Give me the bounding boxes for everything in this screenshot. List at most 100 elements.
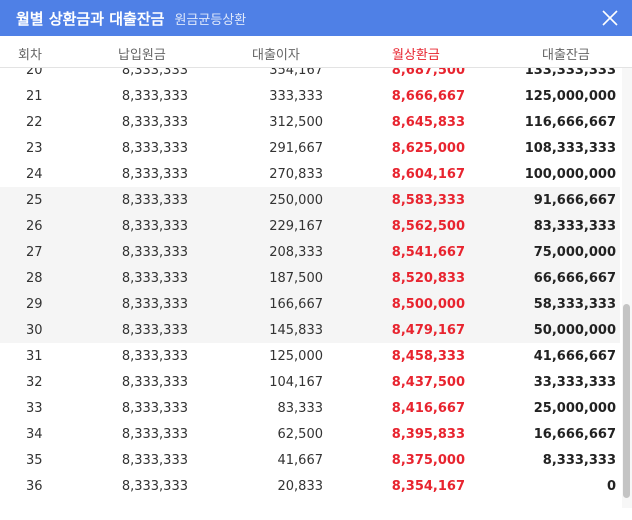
cell-principal: 8,333,333 (121, 401, 188, 416)
cell-monthly-payment: 8,458,333 (391, 349, 465, 364)
table-row: 34 8,333,333 62,500 8,395,833 16,666,667 (0, 421, 620, 447)
cell-monthly-payment: 8,583,333 (391, 193, 465, 208)
cell-balance: 91,666,667 (533, 193, 616, 208)
cell-interest: 125,000 (269, 349, 323, 364)
table-row: 31 8,333,333 125,000 8,458,333 41,666,667 (0, 343, 620, 369)
cell-principal: 8,333,333 (121, 68, 188, 78)
cell-monthly-payment: 8,354,167 (391, 479, 465, 494)
cell-round: 29 (26, 297, 43, 312)
cell-interest: 41,667 (277, 453, 324, 468)
table-row: 21 8,333,333 333,333 8,666,667 125,000,000 (0, 83, 620, 109)
table-row: 30 8,333,333 145,833 8,479,167 50,000,000 (0, 317, 620, 343)
cell-interest: 62,500 (277, 427, 324, 442)
cell-balance: 133,333,333 (524, 68, 616, 78)
cell-principal: 8,333,333 (121, 271, 188, 286)
cell-interest: 187,500 (269, 271, 323, 286)
table-header: 회차 납입원금 대출이자 월상환금 대출잔금 (0, 36, 632, 68)
cell-balance: 83,333,333 (533, 219, 616, 234)
cell-principal: 8,333,333 (121, 349, 188, 364)
cell-monthly-payment: 8,416,667 (391, 401, 465, 416)
cell-interest: 291,667 (269, 141, 323, 156)
cell-round: 25 (26, 193, 43, 208)
cell-balance: 41,666,667 (533, 349, 616, 364)
table-row: 25 8,333,333 250,000 8,583,333 91,666,667 (0, 187, 620, 213)
cell-principal: 8,333,333 (121, 167, 188, 182)
vertical-scrollbar[interactable] (622, 68, 632, 508)
cell-balance: 125,000,000 (524, 89, 616, 104)
cell-balance: 50,000,000 (533, 323, 616, 338)
cell-interest: 250,000 (269, 193, 323, 208)
cell-balance: 66,666,667 (533, 271, 616, 286)
cell-round: 34 (26, 427, 43, 442)
table-row: 20 8,333,333 354,167 8,687,500 133,333,333 (0, 68, 620, 83)
cell-balance: 75,000,000 (533, 245, 616, 260)
cell-monthly-payment: 8,541,667 (391, 245, 465, 260)
schedule-table-body[interactable]: 20 8,333,333 354,167 8,687,500 133,333,333 21… (0, 68, 632, 508)
cell-balance: 25,000,000 (533, 401, 616, 416)
cell-principal: 8,333,333 (121, 427, 188, 442)
table-row: 23 8,333,333 291,667 8,625,000 108,333,333 (0, 135, 620, 161)
cell-monthly-payment: 8,666,667 (391, 89, 465, 104)
dialog-titlebar: 월별 상환금과 대출잔금 원금균등상환 (0, 0, 632, 36)
cell-monthly-payment: 8,437,500 (391, 375, 465, 390)
cell-balance: 108,333,333 (524, 141, 616, 156)
cell-balance: 116,666,667 (524, 115, 616, 130)
table-row: 32 8,333,333 104,167 8,437,500 33,333,333 (0, 369, 620, 395)
cell-monthly-payment: 8,500,000 (391, 297, 465, 312)
cell-interest: 166,667 (269, 297, 323, 312)
cell-monthly-payment: 8,687,500 (391, 68, 465, 78)
cell-round: 22 (26, 115, 43, 130)
cell-principal: 8,333,333 (121, 297, 188, 312)
cell-round: 31 (26, 349, 43, 364)
cell-monthly-payment: 8,645,833 (391, 115, 465, 130)
cell-round: 28 (26, 271, 43, 286)
close-icon (602, 10, 618, 26)
cell-monthly-payment: 8,625,000 (391, 141, 465, 156)
dialog-title: 월별 상환금과 대출잔금 (16, 9, 165, 28)
cell-principal: 8,333,333 (121, 323, 188, 338)
cell-principal: 8,333,333 (121, 479, 188, 494)
cell-monthly-payment: 8,562,500 (391, 219, 465, 234)
cell-balance: 16,666,667 (533, 427, 616, 442)
cell-interest: 354,167 (269, 68, 323, 78)
cell-principal: 8,333,333 (121, 453, 188, 468)
cell-principal: 8,333,333 (121, 245, 188, 260)
cell-balance: 58,333,333 (533, 297, 616, 312)
dialog-subtitle: 원금균등상환 (174, 12, 247, 28)
cell-round: 36 (26, 479, 43, 494)
cell-round: 23 (26, 141, 43, 156)
cell-monthly-payment: 8,395,833 (391, 427, 465, 442)
cell-principal: 8,333,333 (121, 141, 188, 156)
cell-interest: 333,333 (269, 89, 323, 104)
cell-principal: 8,333,333 (121, 115, 188, 130)
column-header-interest: 대출이자 (252, 48, 300, 63)
cell-balance: 0 (606, 479, 616, 494)
cell-round: 27 (26, 245, 43, 260)
cell-round: 20 (26, 68, 43, 78)
cell-principal: 8,333,333 (121, 219, 188, 234)
table-row: 22 8,333,333 312,500 8,645,833 116,666,667 (0, 109, 620, 135)
cell-round: 21 (26, 89, 43, 104)
cell-interest: 104,167 (269, 375, 323, 390)
cell-principal: 8,333,333 (121, 193, 188, 208)
scrollbar-thumb[interactable] (623, 304, 630, 498)
cell-balance: 8,333,333 (542, 453, 616, 468)
cell-monthly-payment: 8,520,833 (391, 271, 465, 286)
cell-round: 32 (26, 375, 43, 390)
cell-monthly-payment: 8,375,000 (391, 453, 465, 468)
table-row: 27 8,333,333 208,333 8,541,667 75,000,000 (0, 239, 620, 265)
cell-principal: 8,333,333 (121, 89, 188, 104)
cell-round: 35 (26, 453, 43, 468)
cell-round: 24 (26, 167, 43, 182)
cell-interest: 270,833 (269, 167, 323, 182)
cell-round: 33 (26, 401, 43, 416)
cell-interest: 83,333 (277, 401, 324, 416)
cell-interest: 20,833 (277, 479, 324, 494)
cell-monthly-payment: 8,479,167 (391, 323, 465, 338)
table-row: 24 8,333,333 270,833 8,604,167 100,000,000 (0, 161, 620, 187)
cell-round: 30 (26, 323, 43, 338)
cell-interest: 229,167 (269, 219, 323, 234)
cell-balance: 100,000,000 (524, 167, 616, 182)
cell-interest: 145,833 (269, 323, 323, 338)
close-button[interactable] (600, 8, 620, 28)
